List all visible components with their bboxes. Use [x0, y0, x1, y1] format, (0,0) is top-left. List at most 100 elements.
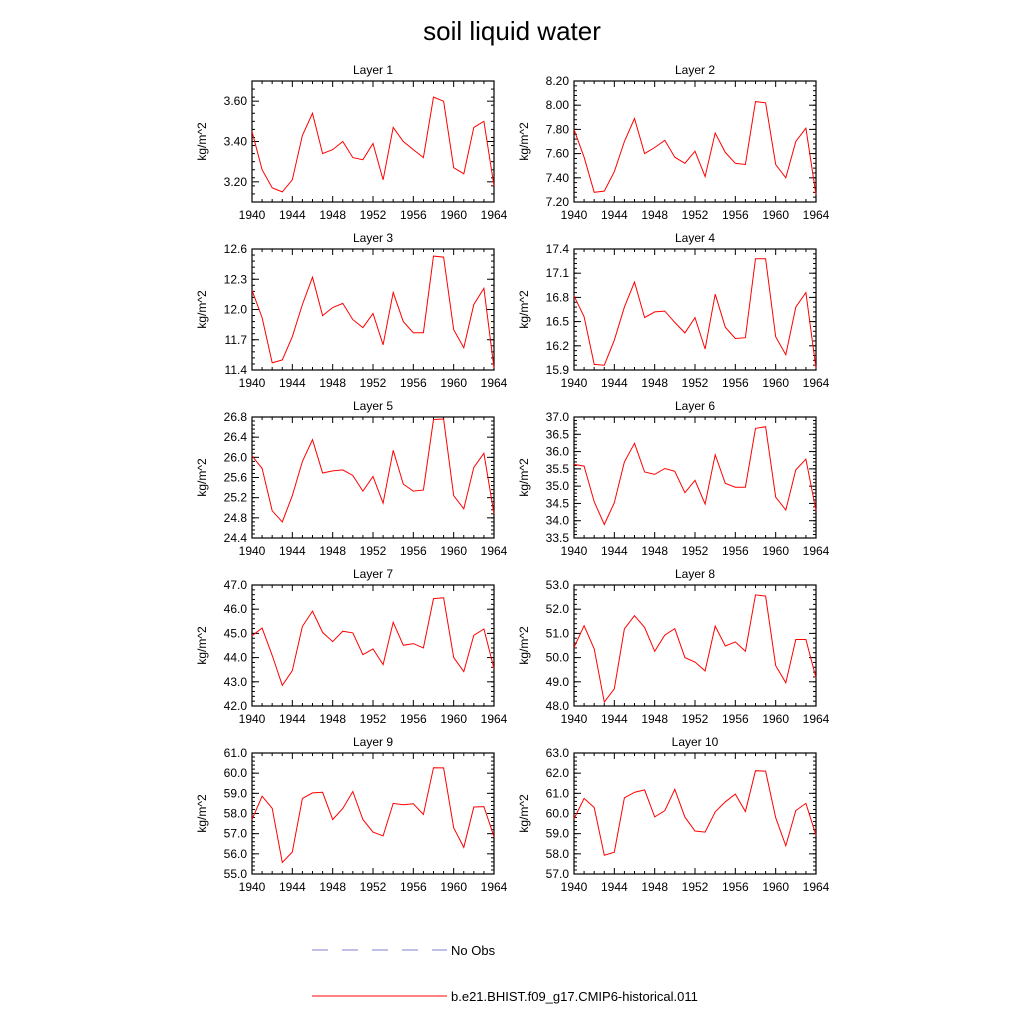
y-tick-label: 7.60: [546, 147, 570, 161]
x-tick-label: 1956: [400, 208, 427, 222]
panel-title: Layer 2: [675, 63, 715, 77]
x-tick-label: 1944: [279, 880, 306, 894]
panel-title: Layer 1: [353, 63, 393, 77]
x-tick-label: 1956: [722, 712, 749, 726]
x-tick-label: 1940: [561, 376, 588, 390]
x-tick-label: 1944: [279, 376, 306, 390]
legend-label-no-obs: No Obs: [451, 943, 496, 958]
panel-3: Layer 3 kg/m^2 1940 1944 1948 1952 1956 1960 196…: [195, 231, 508, 390]
y-tick-label: 46.0: [224, 602, 248, 616]
x-tick-label: 1956: [722, 544, 749, 558]
x-tick-label: 1956: [400, 712, 427, 726]
y-tick-label: 47.0: [224, 578, 248, 592]
series-line: [251, 255, 495, 369]
y-tick-label: 3.60: [224, 94, 248, 108]
x-tick-label: 1940: [561, 208, 588, 222]
x-tick-label: 1960: [440, 544, 467, 558]
panel-6: Layer 6 kg/m^2 1940 1944 1948 1952 1956 1960 196…: [517, 399, 830, 558]
x-tick-label: 1960: [440, 712, 467, 726]
x-tick-label: 1940: [561, 880, 588, 894]
y-tick-label: 35.0: [546, 479, 570, 493]
y-tick-label: 60.0: [224, 766, 248, 780]
y-tick-label: 61.0: [546, 786, 570, 800]
x-tick-label: 1960: [440, 880, 467, 894]
x-tick-label: 1952: [682, 880, 709, 894]
figure-title: soil liquid water: [423, 16, 601, 46]
y-tick-label: 62.0: [546, 766, 570, 780]
panel-title: Layer 3: [353, 231, 393, 245]
y-tick-label: 63.0: [546, 746, 570, 760]
x-tick-label: 1940: [561, 544, 588, 558]
panel-title: Layer 5: [353, 399, 393, 413]
y-tick-label: 34.0: [546, 514, 570, 528]
y-tick-label: 35.5: [546, 462, 570, 476]
y-tick-label: 25.2: [224, 491, 248, 505]
y-tick-label: 12.6: [224, 242, 248, 256]
x-tick-label: 1948: [641, 880, 668, 894]
x-tick-label: 1952: [682, 712, 709, 726]
x-tick-label: 1960: [440, 208, 467, 222]
x-tick-label: 1940: [239, 376, 266, 390]
y-tick-label: 26.8: [224, 410, 248, 424]
y-tick-label: 25.6: [224, 471, 248, 485]
panel-title: Layer 9: [353, 735, 393, 749]
x-tick-label: 1948: [319, 544, 346, 558]
x-tick-label: 1948: [641, 712, 668, 726]
y-tick-label: 57.0: [224, 827, 248, 841]
x-tick-label: 1960: [762, 376, 789, 390]
y-tick-label: 8.00: [546, 98, 570, 112]
y-tick-label: 49.0: [546, 675, 570, 689]
x-tick-label: 1956: [722, 376, 749, 390]
x-tick-label: 1952: [360, 376, 387, 390]
y-tick-label: 55.0: [224, 867, 248, 881]
y-tick-label: 26.0: [224, 450, 248, 464]
panel-10: Layer 10 kg/m^2 1940 1944 1948 1952 1956 1960 19…: [517, 735, 830, 894]
y-tick-label: 36.5: [546, 427, 570, 441]
x-tick-label: 1956: [400, 880, 427, 894]
x-tick-label: 1960: [762, 544, 789, 558]
y-tick-label: 59.0: [546, 827, 570, 841]
x-tick-label: 1944: [601, 712, 628, 726]
x-tick-label: 1948: [641, 376, 668, 390]
y-axis-label: kg/m^2: [517, 122, 531, 161]
x-tick-label: 1944: [601, 880, 628, 894]
panel-4: Layer 4 kg/m^2 1940 1944 1948 1952 1956 1960 196…: [517, 231, 830, 390]
y-axis-label: kg/m^2: [195, 290, 209, 329]
y-tick-label: 3.20: [224, 175, 248, 189]
plot-frame: [251, 584, 495, 707]
x-tick-label: 1952: [360, 880, 387, 894]
x-tick-label: 1964: [481, 544, 508, 558]
x-tick-label: 1940: [239, 208, 266, 222]
y-tick-label: 16.2: [546, 339, 570, 353]
y-tick-label: 60.0: [546, 807, 570, 821]
y-tick-label: 37.0: [546, 410, 570, 424]
y-axis-label: kg/m^2: [517, 794, 531, 833]
y-tick-label: 44.0: [224, 651, 248, 665]
y-tick-label: 59.0: [224, 786, 248, 800]
x-tick-label: 1956: [400, 376, 427, 390]
y-tick-label: 17.1: [546, 266, 570, 280]
panel-title: Layer 10: [672, 735, 719, 749]
y-tick-label: 12.3: [224, 272, 248, 286]
y-tick-label: 16.8: [546, 290, 570, 304]
plot-frame: [251, 80, 495, 203]
x-tick-label: 1948: [319, 712, 346, 726]
plot-frame: [573, 416, 817, 539]
y-tick-label: 24.4: [224, 531, 248, 545]
x-tick-label: 1948: [319, 208, 346, 222]
x-tick-label: 1960: [762, 880, 789, 894]
x-tick-label: 1960: [762, 712, 789, 726]
y-tick-label: 58.0: [546, 847, 570, 861]
x-tick-label: 1944: [601, 208, 628, 222]
plot-frame: [573, 584, 817, 707]
y-tick-label: 57.0: [546, 867, 570, 881]
x-tick-label: 1944: [601, 376, 628, 390]
series-line: [251, 597, 495, 687]
x-tick-label: 1948: [319, 880, 346, 894]
y-tick-label: 34.5: [546, 496, 570, 510]
series-line: [573, 426, 817, 526]
y-tick-label: 61.0: [224, 746, 248, 760]
panel-9: Layer 9 kg/m^2 1940 1944 1948 1952 1956 1960 196…: [195, 735, 508, 894]
y-axis-label: kg/m^2: [517, 290, 531, 329]
